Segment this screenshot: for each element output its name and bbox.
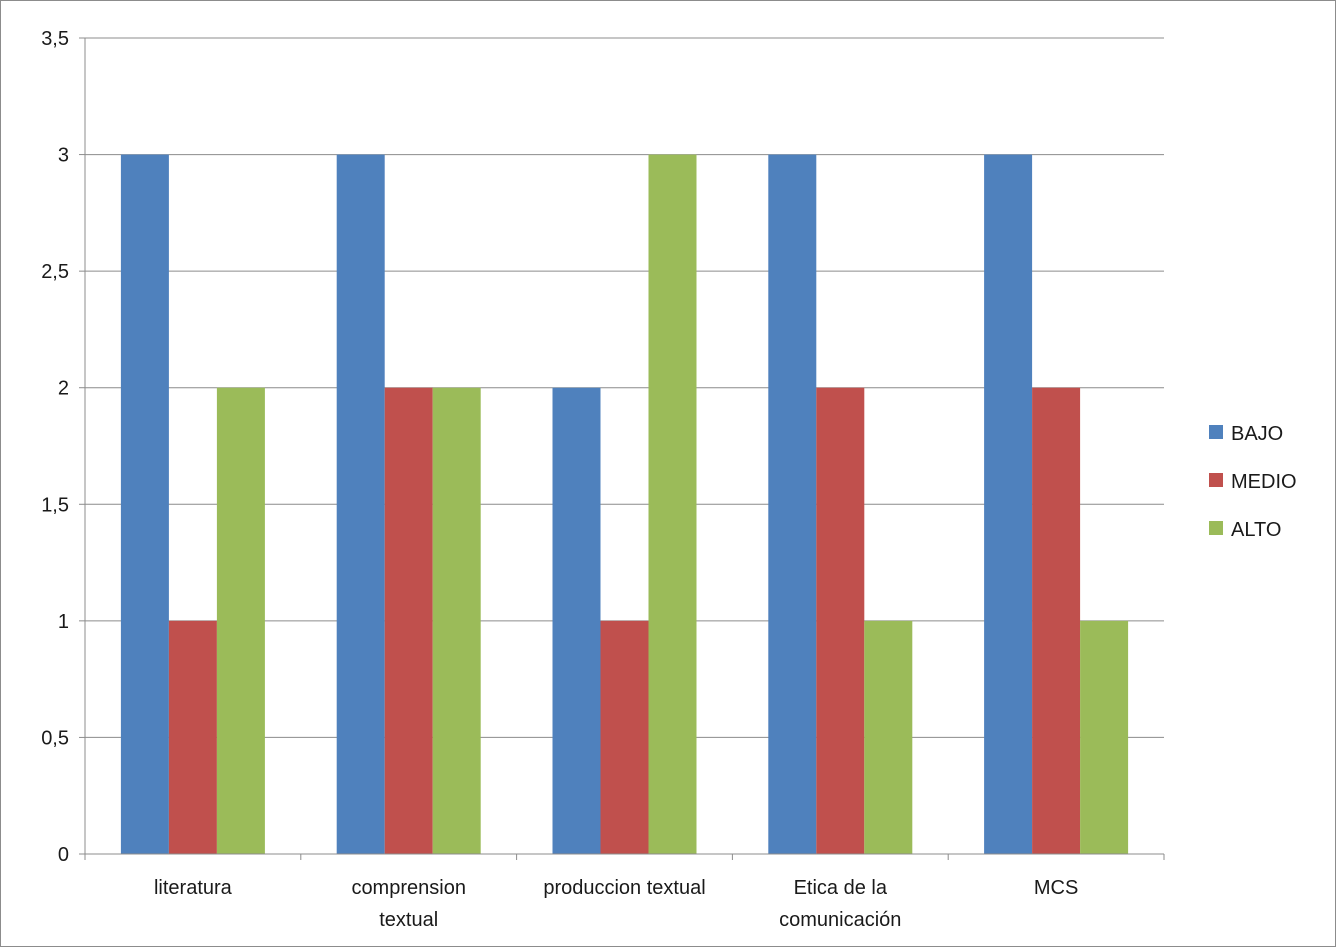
bar-alto-4 [1080, 620, 1129, 854]
y-tick-label: 2 [58, 378, 69, 400]
legend-label-bajo: BAJO [1231, 423, 1283, 445]
legend-label-medio: MEDIO [1231, 471, 1297, 493]
legend-swatch-alto [1209, 521, 1223, 535]
x-tick-label: textual [379, 909, 438, 931]
y-tick-label: 3 [58, 145, 69, 167]
bar-alto-0 [216, 387, 265, 854]
x-axis-tick-labels: literatura comprension textual produccion t… [154, 877, 1078, 931]
x-tick-label: comprension [351, 877, 466, 899]
y-tick-label: 2,5 [41, 261, 69, 283]
x-tick-label: MCS [1034, 877, 1078, 899]
bar-alto-1 [432, 387, 481, 854]
bar-bajo-2 [552, 387, 601, 854]
bar-bajo-3 [768, 154, 817, 855]
y-tick-label: 0 [58, 844, 69, 866]
bar-alto-3 [864, 620, 913, 854]
bar-alto-2 [648, 154, 697, 855]
x-tick-label: produccion textual [543, 877, 705, 899]
x-tick-label: literatura [154, 877, 233, 899]
legend: BAJO MEDIO ALTO [1209, 423, 1297, 541]
y-tick-label: 1,5 [41, 494, 69, 516]
y-tick-label: 0,5 [41, 727, 69, 749]
bar-medio-1 [384, 387, 433, 854]
x-tick-label: Etica de la [794, 877, 888, 899]
axes [79, 37, 1165, 860]
y-tick-label: 1 [58, 611, 69, 633]
bar-medio-3 [816, 387, 865, 854]
legend-swatch-medio [1209, 473, 1223, 487]
x-tick-label: comunicación [779, 909, 901, 931]
bars [120, 154, 1129, 855]
bar-medio-2 [600, 620, 649, 854]
bar-bajo-0 [120, 154, 169, 855]
legend-swatch-bajo [1209, 425, 1223, 439]
bar-medio-0 [168, 620, 217, 854]
bar-bajo-1 [336, 154, 385, 855]
y-tick-label: 3,5 [41, 28, 69, 50]
y-axis-tick-labels: 0 0,5 1 1,5 2 2,5 3 3,5 [41, 28, 69, 866]
legend-label-alto: ALTO [1231, 519, 1281, 541]
bar-bajo-4 [984, 154, 1033, 855]
bar-medio-4 [1032, 387, 1081, 854]
